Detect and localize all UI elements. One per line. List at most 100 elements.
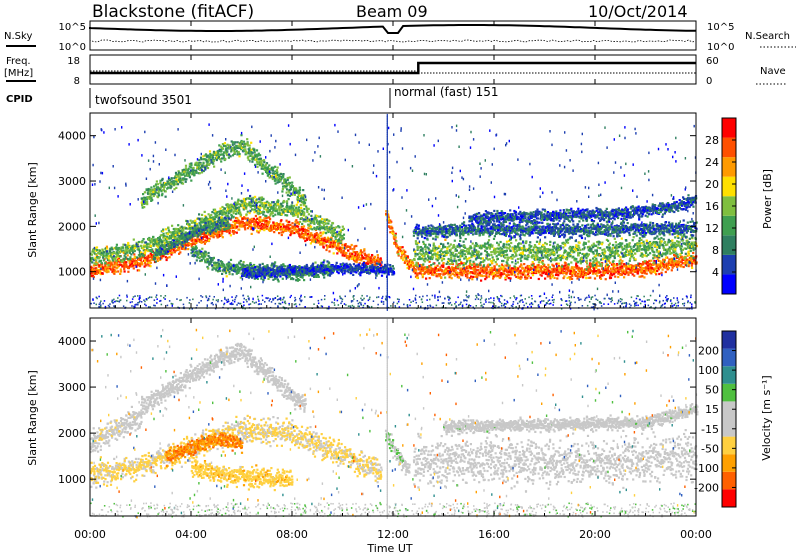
scatter-cell: [286, 202, 288, 204]
scatter-cell: [220, 266, 222, 268]
scatter-cell: [330, 224, 332, 226]
scatter-cell: [217, 152, 219, 154]
scatter-cell: [263, 161, 265, 163]
scatter-cell: [247, 227, 249, 229]
scatter-cell: [143, 206, 145, 208]
scatter-cell: [404, 255, 406, 257]
scatter-cell: [276, 210, 278, 212]
scatter-cell: [303, 208, 305, 210]
scatter-cell: [163, 239, 165, 241]
scatter-cell: [171, 177, 173, 179]
scatter-cell: [299, 229, 301, 231]
scatter-cell: [480, 280, 482, 282]
scatter-cell: [220, 216, 222, 218]
scatter-cell: [429, 261, 431, 263]
scatter-cell: [201, 214, 203, 216]
scatter-cell: [440, 277, 442, 279]
scatter-cell: [259, 221, 261, 223]
scatter-cell: [240, 214, 242, 216]
scatter-cell: [151, 248, 153, 250]
scatter-cell: [416, 277, 418, 279]
scatter-cell: [493, 265, 495, 267]
scatter-cell: [185, 165, 187, 167]
scatter-cell: [159, 182, 161, 184]
scatter-cell: [496, 263, 498, 265]
scatter-cell: [231, 204, 233, 206]
scatter-cell: [209, 220, 211, 222]
scatter-cell: [202, 162, 204, 164]
scatter-cell: [167, 227, 169, 229]
scatter-cell: [274, 214, 276, 216]
scatter-cell: [372, 261, 374, 263]
scatter-cell: [226, 148, 228, 150]
scatter-cell: [310, 215, 312, 217]
scatter-cell: [295, 219, 297, 221]
nsearch-label: N.Search: [745, 31, 790, 42]
scatter-cell: [124, 270, 126, 272]
noise-tick-left-bottom: 10^0: [59, 42, 86, 53]
scatter-cell: [198, 159, 200, 161]
scatter-cell: [321, 218, 323, 220]
scatter-cell: [91, 261, 93, 263]
scatter-cell: [450, 274, 452, 276]
scatter-cell: [308, 225, 310, 227]
scatter-cell: [238, 220, 240, 222]
scatter-cell: [257, 155, 259, 157]
scatter-cell: [207, 259, 209, 261]
scatter-cell: [390, 221, 392, 223]
scatter-cell: [320, 235, 322, 237]
scatter-cell: [223, 155, 225, 157]
scatter-cell: [328, 220, 330, 222]
scatter-cell: [554, 277, 556, 279]
scatter-cell: [500, 272, 502, 274]
scatter-cell: [279, 212, 281, 214]
scatter-cell: [235, 269, 237, 271]
scatter-cell: [211, 211, 213, 213]
scatter-cell: [297, 226, 299, 228]
scatter-cell: [113, 273, 115, 275]
scatter-cell: [185, 178, 187, 180]
scatter-cell: [126, 252, 128, 254]
scatter-cell: [363, 248, 365, 250]
scatter-cell: [165, 196, 167, 198]
scatter-cell: [281, 234, 283, 236]
scatter-cell: [225, 272, 227, 274]
scatter-cell: [562, 270, 564, 272]
scatter-cell: [173, 233, 175, 235]
scatter-cell: [190, 180, 192, 182]
scatter-cell: [250, 142, 252, 144]
scatter-cell: [140, 245, 142, 247]
scatter-cell: [265, 164, 267, 166]
scatter-cell: [214, 218, 216, 220]
scatter-cell: [292, 278, 294, 280]
scatter-cell: [301, 213, 303, 215]
scatter-cell: [291, 182, 293, 184]
scatter-cell: [323, 276, 325, 278]
scatter-cell: [229, 230, 231, 232]
scatter-cell: [576, 277, 578, 279]
scatter-cell: [359, 253, 361, 255]
scatter-cell: [214, 221, 216, 223]
scatter-cell: [157, 183, 159, 185]
scatter-cell: [144, 251, 146, 253]
scatter-cell: [224, 142, 226, 144]
scatter-cell: [188, 175, 190, 177]
scatter-cell: [194, 235, 196, 237]
scatter-cell: [244, 146, 246, 148]
scatter-cell: [120, 268, 122, 270]
scatter-cell: [370, 256, 372, 258]
scatter-cell: [290, 188, 292, 190]
scatter-cell: [151, 251, 153, 253]
scatter-cell: [486, 269, 488, 271]
scatter-cell: [340, 231, 342, 233]
scatter-cell: [392, 232, 394, 234]
freq-tick-bottom: 8: [74, 76, 80, 87]
scatter-cell: [148, 246, 150, 248]
scatter-cell: [368, 254, 370, 256]
scatter-cell: [93, 267, 95, 269]
scatter-cell: [204, 261, 206, 263]
scatter-cell: [298, 223, 300, 225]
scatter-cell: [158, 249, 160, 251]
scatter-cell: [178, 247, 180, 249]
scatter-cell: [298, 209, 300, 211]
